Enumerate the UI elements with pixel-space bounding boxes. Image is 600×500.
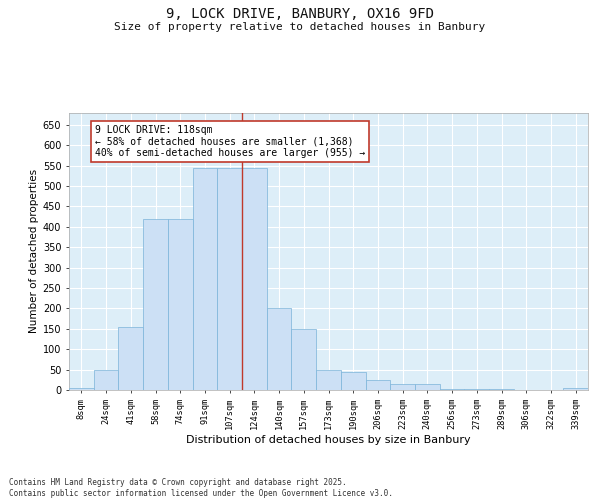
Bar <box>217 168 242 390</box>
Text: Contains HM Land Registry data © Crown copyright and database right 2025.
Contai: Contains HM Land Registry data © Crown c… <box>9 478 393 498</box>
Text: 9 LOCK DRIVE: 118sqm
← 58% of detached houses are smaller (1,368)
40% of semi-de: 9 LOCK DRIVE: 118sqm ← 58% of detached h… <box>95 124 365 158</box>
Bar <box>193 168 217 390</box>
Text: Size of property relative to detached houses in Banbury: Size of property relative to detached ho… <box>115 22 485 32</box>
Bar <box>94 370 118 390</box>
Bar <box>365 380 390 390</box>
Bar <box>69 388 94 390</box>
X-axis label: Distribution of detached houses by size in Banbury: Distribution of detached houses by size … <box>186 434 471 444</box>
Bar <box>242 168 267 390</box>
Bar <box>316 370 341 390</box>
Bar <box>292 329 316 390</box>
Bar <box>267 308 292 390</box>
Y-axis label: Number of detached properties: Number of detached properties <box>29 169 38 334</box>
Bar <box>168 218 193 390</box>
Bar <box>143 218 168 390</box>
Bar <box>415 384 440 390</box>
Bar <box>341 372 365 390</box>
Bar <box>118 326 143 390</box>
Bar <box>563 388 588 390</box>
Bar <box>440 389 464 390</box>
Bar <box>464 389 489 390</box>
Bar <box>390 384 415 390</box>
Text: 9, LOCK DRIVE, BANBURY, OX16 9FD: 9, LOCK DRIVE, BANBURY, OX16 9FD <box>166 6 434 20</box>
Bar <box>489 389 514 390</box>
